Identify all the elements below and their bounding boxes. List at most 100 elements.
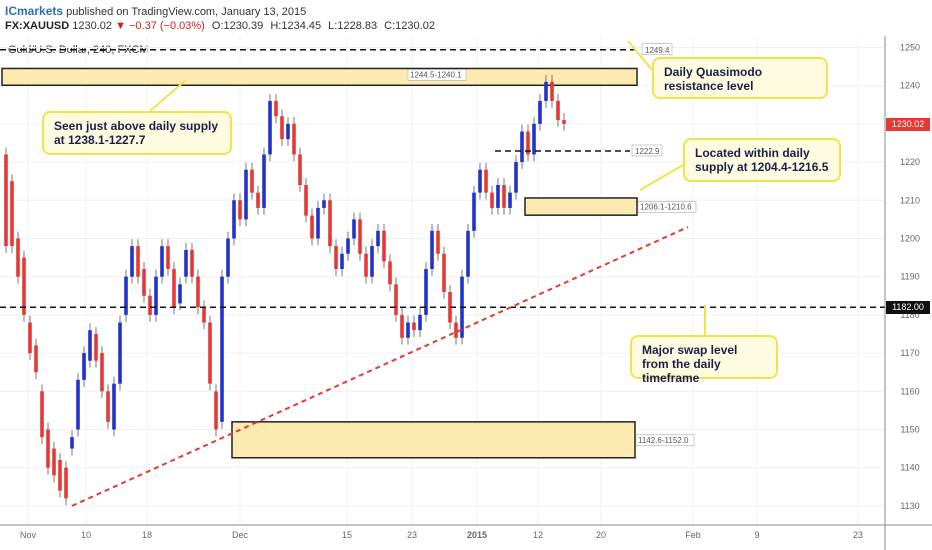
candle-body: [58, 460, 62, 491]
y-tick-label: 1180: [900, 310, 919, 320]
brand-link[interactable]: ICmarkets: [5, 4, 64, 18]
candle-body: [22, 257, 26, 315]
y-tick-label: 1130: [900, 501, 919, 511]
candle-body: [148, 295, 152, 315]
published-text: published on TradingView.com, January 13…: [66, 6, 307, 18]
candle-body: [196, 276, 200, 308]
candle-body: [346, 238, 350, 254]
candle-body: [274, 100, 278, 117]
candle-body: [250, 169, 254, 193]
candle-body: [406, 322, 410, 338]
candle-body: [496, 184, 500, 208]
candle-body: [154, 276, 158, 315]
last-price-label: 1230.02: [886, 117, 930, 131]
high-value: H:1234.45: [270, 20, 322, 32]
candle-body: [142, 269, 146, 296]
candle-body: [94, 333, 98, 361]
zone-label: 1142.6-1152.0: [638, 436, 689, 445]
candle-body: [430, 230, 434, 270]
level-label: 1222.9: [635, 147, 660, 156]
candle-body: [256, 192, 260, 208]
candle-body: [166, 246, 170, 270]
candle-body: [514, 162, 518, 193]
candle-body: [502, 184, 506, 208]
candle-body: [364, 253, 368, 277]
levels: 1249.4 1222.9: [0, 43, 885, 507]
candle-body: [382, 230, 386, 262]
candle-body: [100, 353, 104, 392]
x-tick-label: 2015: [467, 530, 487, 540]
close-value: C:1230.02: [384, 20, 435, 32]
candle-body: [484, 169, 488, 193]
candle-body: [538, 100, 542, 124]
candle-body: [160, 246, 164, 277]
supply-zone: [231, 421, 636, 459]
last-price: 1230.02: [72, 20, 112, 32]
x-tick-label: Dec: [232, 530, 249, 540]
candle-body: [556, 100, 560, 121]
candle-body: [334, 246, 338, 270]
candle-body: [454, 322, 458, 338]
zone-label-bg: [637, 201, 697, 213]
annotation-within-supply: Located within daily supply at 1204.4-12…: [683, 138, 841, 182]
candle-body: [376, 230, 380, 247]
annotation-above-supply: Seen just above daily supply at 1238.1-1…: [42, 111, 232, 155]
candle-body: [64, 467, 68, 499]
candle-body: [52, 448, 56, 476]
y-tick-label: 1190: [900, 272, 919, 282]
candle-body: [424, 269, 428, 315]
candle-body: [208, 322, 212, 384]
candle-body: [178, 284, 182, 304]
candle-body: [394, 284, 398, 315]
candle-body: [310, 215, 314, 239]
swap-level-label: 1182.00: [886, 301, 930, 315]
candle-body: [202, 307, 206, 323]
y-tick-label: 1170: [900, 348, 919, 358]
x-tick-label: 18: [142, 530, 152, 540]
supply-zone: [524, 197, 638, 216]
level-label-bg: [641, 43, 673, 56]
candle-body: [184, 249, 188, 277]
level-label: 1249.4: [645, 46, 670, 55]
candle-body: [124, 276, 128, 315]
candle-body: [478, 169, 482, 193]
y-tick-label: 1160: [900, 386, 919, 396]
y-tick-label: 1140: [900, 463, 919, 473]
candle-body: [322, 200, 326, 208]
y-tick-label: 1150: [900, 424, 919, 434]
candle-body: [34, 345, 38, 373]
candle-body: [82, 353, 86, 380]
candle-body: [544, 81, 548, 101]
x-tick-label: 23: [407, 530, 417, 540]
candle-body: [400, 314, 404, 338]
symbol[interactable]: FX:XAUUSD: [5, 20, 70, 32]
y-tick-label: 1200: [900, 233, 920, 243]
x-tick-label: 10: [81, 530, 91, 540]
zone-label-bg: [635, 434, 695, 447]
zone-label: 1206.1-1210.6: [640, 203, 692, 212]
callout-connector: [149, 79, 187, 112]
candle-body: [40, 391, 44, 438]
x-tick-label: 12: [533, 530, 543, 540]
x-tick-label: Feb: [685, 530, 701, 540]
candle-body: [172, 269, 176, 308]
chart-header: ICmarkets published on TradingView.com, …: [0, 0, 932, 36]
x-tick-label: Nov: [20, 530, 37, 540]
y-tick-label: 1220: [900, 157, 920, 167]
candle-body: [226, 238, 230, 277]
candle-body: [88, 330, 92, 361]
low-value: L:1228.83: [328, 20, 378, 32]
candle-body: [472, 192, 476, 231]
x-tick-label: 20: [596, 530, 606, 540]
candle-body: [388, 261, 392, 285]
candle-body: [298, 154, 302, 185]
annotation-quasimodo: Daily Quasimodo resistance level: [652, 57, 828, 99]
candle-body: [304, 184, 308, 216]
candle-body: [262, 154, 266, 208]
candle-body: [520, 131, 524, 163]
candle-body: [220, 276, 224, 422]
candle-body: [112, 383, 116, 430]
publish-line: ICmarkets published on TradingView.com, …: [5, 4, 306, 18]
candle-body: [106, 391, 110, 422]
